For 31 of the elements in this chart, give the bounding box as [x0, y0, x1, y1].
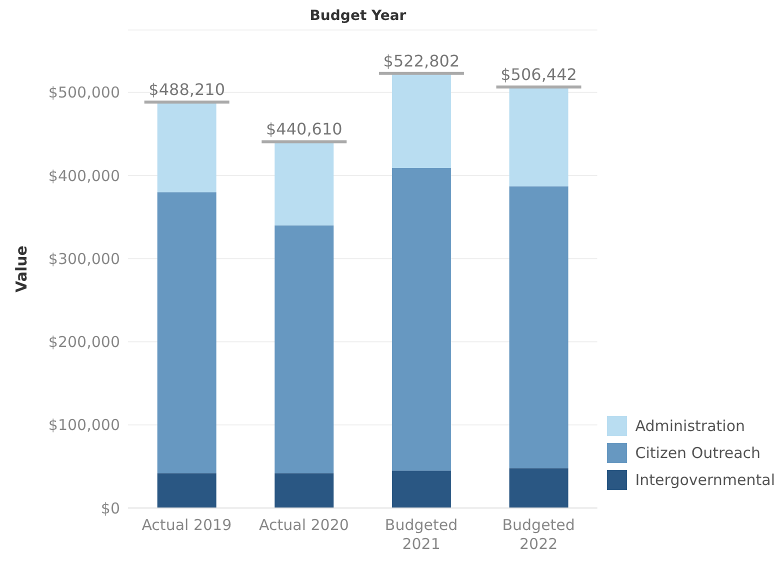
x-tick-label: Budgeted 2021	[384, 516, 458, 553]
legend-label: Intergovernmental	[635, 470, 775, 488]
bar	[274, 473, 334, 508]
bar	[157, 473, 216, 508]
y-axis-title: Value	[12, 246, 30, 292]
y-tick-label: $300,000	[48, 250, 120, 268]
bar	[392, 73, 451, 168]
bar	[157, 192, 216, 474]
bar	[509, 86, 568, 186]
y-tick-label: $500,000	[48, 84, 120, 102]
y-tick-label: $100,000	[48, 416, 120, 434]
bar	[509, 468, 568, 508]
bar	[274, 142, 334, 226]
legend-label: Administration	[635, 416, 746, 434]
y-tick-label: $400,000	[48, 166, 120, 185]
x-tick-label: Budgeted 2022	[502, 516, 575, 553]
legend-label: Citizen Outreach	[635, 444, 761, 462]
bar	[392, 470, 451, 508]
x-tick-label: Actual 2020	[259, 516, 349, 534]
total-label: $522,802	[383, 51, 460, 70]
bar	[157, 102, 216, 192]
total-label: $506,442	[500, 64, 577, 84]
bar	[274, 225, 334, 474]
x-axis-title: Budget Year	[308, 8, 408, 24]
total-label: $440,610	[266, 120, 342, 139]
total-label: $488,210	[148, 80, 225, 100]
y-tick-label: $0	[100, 499, 120, 518]
bar	[509, 186, 568, 468]
x-tick-label: Actual 2019	[142, 516, 232, 534]
bar	[392, 168, 451, 471]
y-tick-label: $200,000	[48, 333, 120, 352]
